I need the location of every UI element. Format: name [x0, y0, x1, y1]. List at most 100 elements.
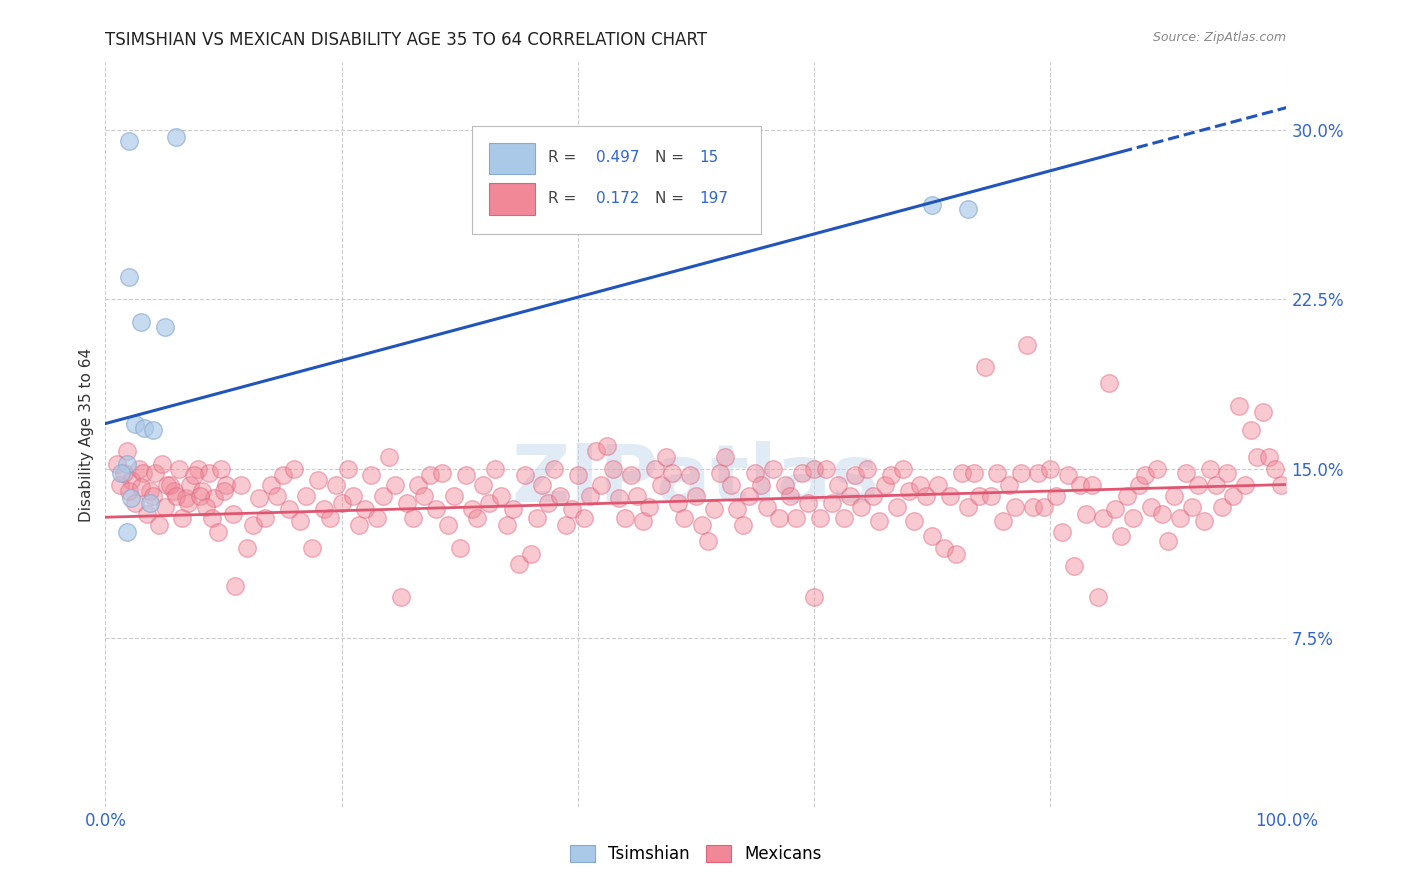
Point [910, 477, 932, 491]
Point [1063, 558, 1085, 573]
Point [827, 477, 849, 491]
Text: 197: 197 [700, 191, 728, 206]
FancyBboxPatch shape [489, 184, 536, 215]
Point [247, 491, 270, 505]
Point [903, 514, 925, 528]
Point [891, 461, 914, 475]
Point [115, 457, 138, 471]
Y-axis label: Disability Age 35 to 64: Disability Age 35 to 64 [79, 348, 94, 522]
Point [413, 489, 436, 503]
Point [690, 518, 713, 533]
Point [519, 548, 541, 562]
Point [135, 507, 157, 521]
Text: 0.497: 0.497 [596, 150, 640, 165]
Text: 15: 15 [700, 150, 718, 165]
Point [378, 450, 401, 465]
Point [897, 484, 920, 499]
Point [115, 524, 138, 539]
Point [1175, 467, 1198, 481]
Point [134, 421, 156, 435]
Point [384, 477, 406, 491]
Point [159, 477, 181, 491]
Point [489, 489, 512, 503]
Point [371, 489, 394, 503]
Point [921, 197, 943, 211]
Point [172, 511, 194, 525]
Point [120, 473, 142, 487]
Point [115, 443, 138, 458]
Point [1187, 477, 1209, 491]
Point [1039, 461, 1062, 475]
Point [1146, 461, 1168, 475]
Point [142, 489, 165, 503]
Point [537, 495, 560, 509]
Point [354, 502, 377, 516]
Point [974, 360, 997, 375]
Point [118, 269, 141, 284]
Point [969, 489, 991, 503]
Point [1074, 507, 1097, 521]
Point [561, 502, 583, 516]
Point [156, 477, 179, 491]
Point [389, 591, 412, 605]
Point [167, 461, 190, 475]
Point [360, 468, 382, 483]
Point [927, 477, 949, 491]
Point [803, 461, 825, 475]
Point [366, 511, 388, 525]
Point [502, 502, 524, 516]
Point [150, 457, 173, 471]
Point [1057, 468, 1080, 483]
Text: N =: N = [655, 150, 683, 165]
Point [1157, 533, 1180, 548]
Point [709, 467, 731, 481]
Point [991, 514, 1014, 528]
Point [142, 423, 165, 437]
Point [631, 514, 654, 528]
Point [980, 489, 1002, 503]
Point [844, 468, 866, 483]
Point [222, 507, 245, 521]
Point [578, 489, 600, 503]
Point [443, 489, 465, 503]
Point [945, 548, 967, 562]
Point [124, 495, 146, 509]
Point [626, 489, 648, 503]
Point [1087, 591, 1109, 605]
Point [1133, 468, 1156, 483]
Point [1028, 467, 1050, 481]
Point [108, 477, 131, 491]
Point [986, 467, 1008, 481]
Point [725, 502, 748, 516]
Point [143, 467, 166, 481]
Point [679, 468, 702, 483]
Point [1257, 450, 1279, 465]
Point [814, 461, 837, 475]
Point [744, 467, 766, 481]
Point [733, 518, 755, 533]
Point [129, 315, 152, 329]
Point [962, 467, 984, 481]
Point [915, 489, 938, 503]
Point [209, 461, 232, 475]
Point [437, 518, 460, 533]
Point [419, 468, 441, 483]
Point [472, 477, 495, 491]
Point [496, 518, 519, 533]
Point [1227, 399, 1250, 413]
Point [1080, 477, 1102, 491]
Point [165, 489, 187, 503]
Point [1021, 500, 1043, 514]
Point [212, 484, 235, 499]
Text: 0.172: 0.172 [596, 191, 638, 206]
Point [139, 484, 162, 499]
Point [1104, 502, 1126, 516]
Point [277, 502, 299, 516]
Point [548, 489, 571, 503]
Point [478, 495, 501, 509]
Point [260, 477, 283, 491]
Point [336, 461, 359, 475]
Point [1216, 467, 1239, 481]
Point [762, 461, 785, 475]
Point [395, 495, 418, 509]
